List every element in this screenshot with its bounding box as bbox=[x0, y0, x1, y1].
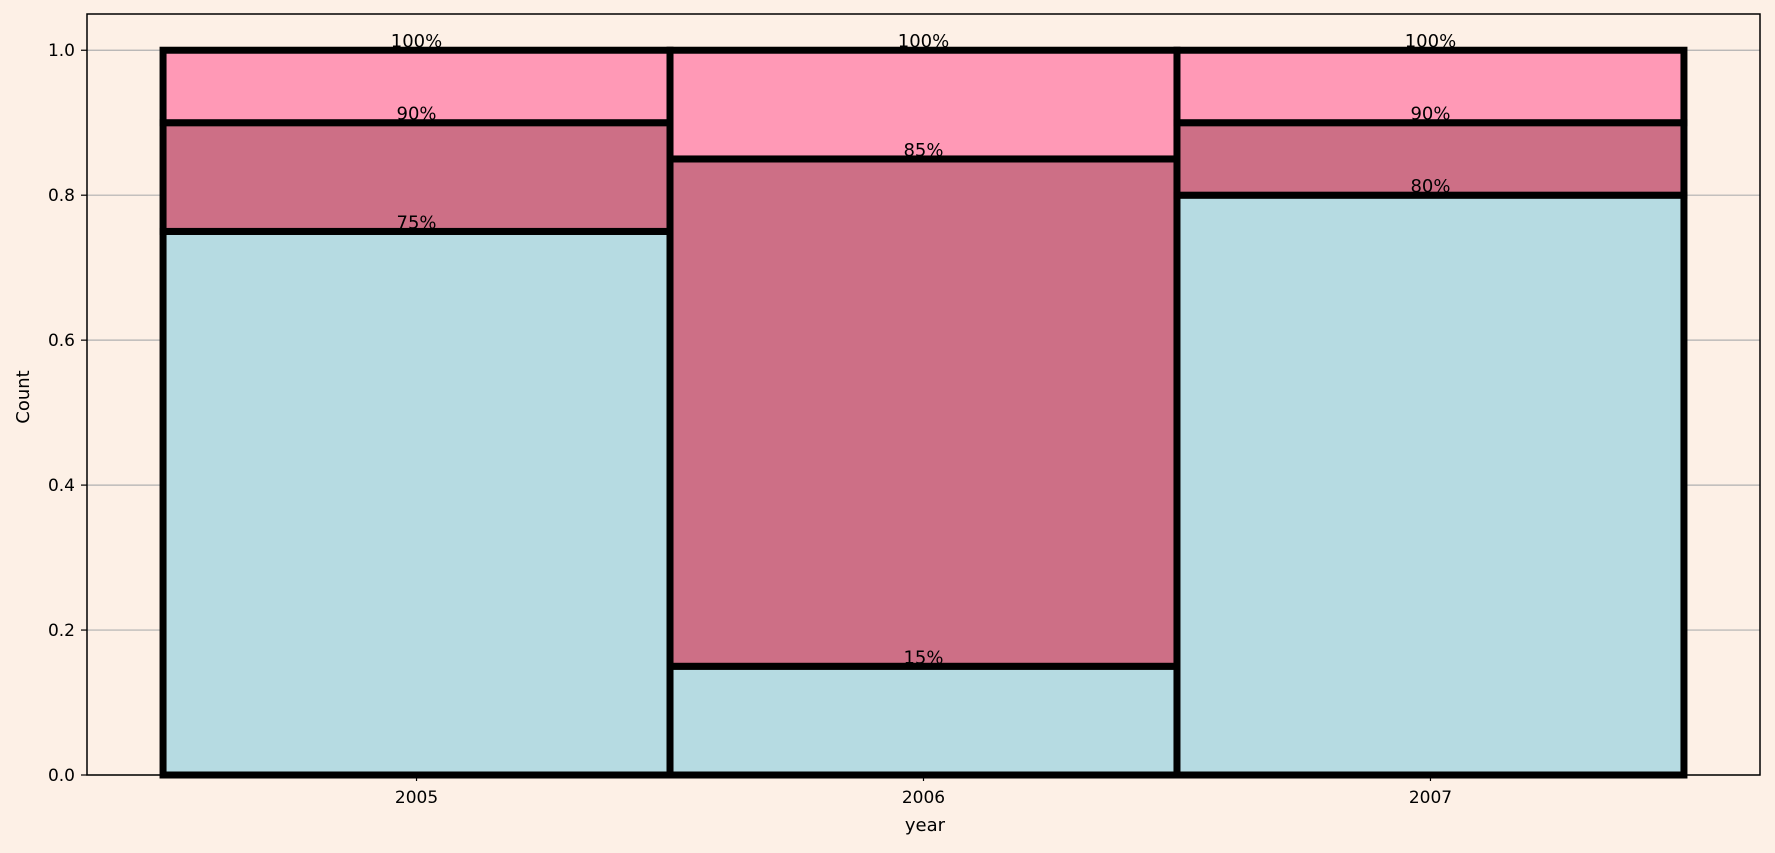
y-tick-label: 0.6 bbox=[48, 331, 75, 351]
bar-segment bbox=[666, 155, 1181, 670]
data-label: 100% bbox=[391, 31, 442, 52]
x-axis: 2005 2006 2007 bbox=[395, 775, 1452, 808]
data-label: 75% bbox=[397, 212, 437, 233]
y-tick-label: 1.0 bbox=[48, 41, 75, 61]
bar-segment bbox=[1173, 46, 1688, 127]
x-axis-label: year bbox=[905, 815, 946, 836]
x-tick-label: 2005 bbox=[395, 788, 438, 808]
data-labels-layer: 75% 90% 100% 15% 85% 100% 80% 90% 100% bbox=[391, 31, 1456, 668]
bar-segment bbox=[666, 662, 1181, 779]
y-tick-label: 0.8 bbox=[48, 186, 75, 206]
data-label: 100% bbox=[898, 31, 949, 52]
bars-layer bbox=[159, 46, 1688, 779]
x-tick-label: 2006 bbox=[902, 788, 945, 808]
bar-segment bbox=[666, 46, 1181, 163]
y-tick-label: 0.4 bbox=[48, 476, 75, 496]
y-tick-label: 0.2 bbox=[48, 621, 75, 641]
data-label: 85% bbox=[903, 140, 943, 161]
y-axis: 0.0 0.2 0.4 0.6 0.8 1.0 bbox=[48, 41, 87, 786]
data-label: 15% bbox=[903, 647, 943, 668]
y-axis-label: Count bbox=[13, 370, 34, 423]
data-label: 90% bbox=[397, 104, 437, 125]
y-tick-label: 0.0 bbox=[48, 766, 75, 786]
bar-segment bbox=[1173, 119, 1688, 199]
x-tick-label: 2007 bbox=[1409, 788, 1452, 808]
bar-segment bbox=[159, 227, 674, 779]
data-label: 100% bbox=[1405, 31, 1456, 52]
data-label: 80% bbox=[1410, 176, 1450, 197]
data-label: 90% bbox=[1410, 104, 1450, 125]
bar-segment bbox=[1173, 191, 1688, 779]
